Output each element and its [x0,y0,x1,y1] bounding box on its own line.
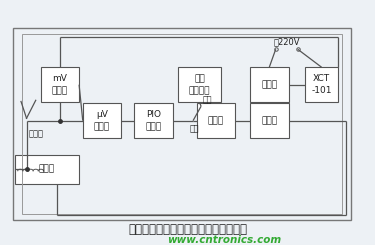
Text: 接触器: 接触器 [261,80,278,89]
Text: PIO
调节器: PIO 调节器 [146,110,162,131]
Text: 电阵炉: 电阵炉 [39,165,55,174]
Text: 手动: 手动 [202,96,212,105]
Text: 热电偶: 热电偶 [28,129,43,138]
Bar [305,67,338,102]
Bar [15,155,79,184]
Bar [196,103,235,138]
Text: ～220V: ～220V [273,37,300,47]
Text: XCT
-101: XCT -101 [311,74,332,95]
Bar [250,67,289,102]
Bar [178,67,220,102]
Bar [40,67,79,102]
Text: www.cntronics.com: www.cntronics.com [167,235,281,245]
Text: 执行器: 执行器 [261,116,278,125]
Text: mV
定値器: mV 定値器 [52,74,68,95]
Bar [83,103,122,138]
Text: 触发器: 触发器 [208,116,224,125]
Bar [22,34,342,214]
Text: 常用炉温测量采用的热电偶测量系统图: 常用炉温测量采用的热电偶测量系统图 [128,223,247,236]
Bar [134,103,173,138]
Bar [250,103,289,138]
Text: 自动: 自动 [190,124,200,134]
Text: 手动
控制信号: 手动 控制信号 [189,74,210,95]
Text: μV
放大器: μV 放大器 [94,110,110,131]
Bar [13,28,351,220]
